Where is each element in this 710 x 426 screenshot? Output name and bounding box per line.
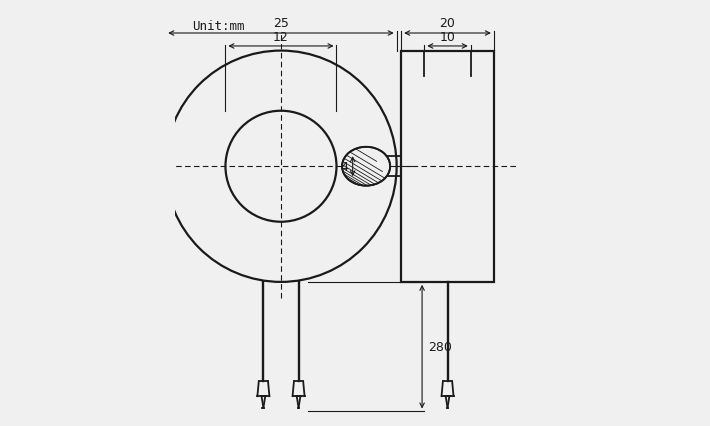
Text: 12: 12: [273, 31, 289, 43]
Text: 20: 20: [439, 17, 455, 30]
Text: 4: 4: [340, 160, 348, 173]
Bar: [401, 52, 493, 282]
Ellipse shape: [342, 147, 390, 186]
Text: 10: 10: [439, 31, 455, 43]
Text: 280: 280: [427, 340, 452, 353]
Text: 25: 25: [273, 17, 289, 30]
Text: Unit:mm: Unit:mm: [192, 20, 245, 32]
